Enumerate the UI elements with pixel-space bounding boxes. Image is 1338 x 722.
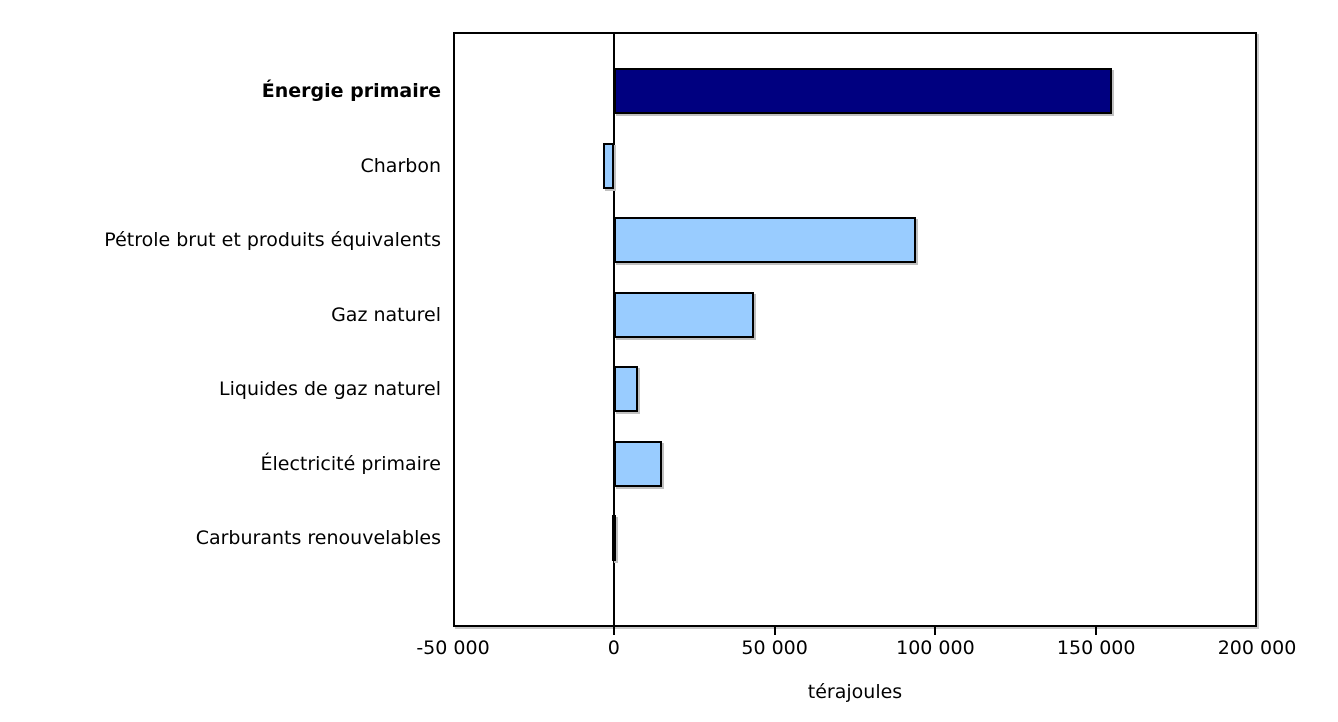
x-axis-tick — [773, 627, 776, 635]
x-axis-tick-label: -50 000 — [416, 637, 490, 659]
category-label: Liquides de gaz naturel — [219, 378, 441, 400]
bar — [612, 515, 617, 561]
x-axis-title: térajoules — [807, 681, 903, 703]
x-axis-tick-label: 150 000 — [1056, 637, 1136, 659]
x-axis-tick-label: 200 000 — [1217, 637, 1297, 659]
bar — [613, 68, 1113, 114]
category-label: Pétrole brut et produits équivalents — [104, 229, 441, 251]
x-axis-tick — [612, 627, 615, 635]
bar — [602, 143, 614, 189]
category-label: Carburants renouvelables — [195, 527, 441, 549]
category-label: Gaz naturel — [331, 303, 441, 326]
x-axis-tick-label: 0 — [607, 637, 620, 659]
bar — [613, 292, 754, 338]
x-axis-tick — [1095, 627, 1098, 635]
plot-area — [453, 32, 1257, 627]
x-axis-tick-label: 100 000 — [896, 637, 975, 659]
bar — [613, 217, 917, 263]
category-label: Électricité primaire — [260, 452, 441, 475]
x-axis-tick-label: 50 000 — [741, 637, 808, 659]
bar — [613, 366, 638, 412]
category-label: Charbon — [360, 154, 442, 177]
category-label: Énergie primaire — [261, 80, 441, 102]
x-axis-tick — [934, 627, 937, 635]
bar — [613, 441, 663, 487]
